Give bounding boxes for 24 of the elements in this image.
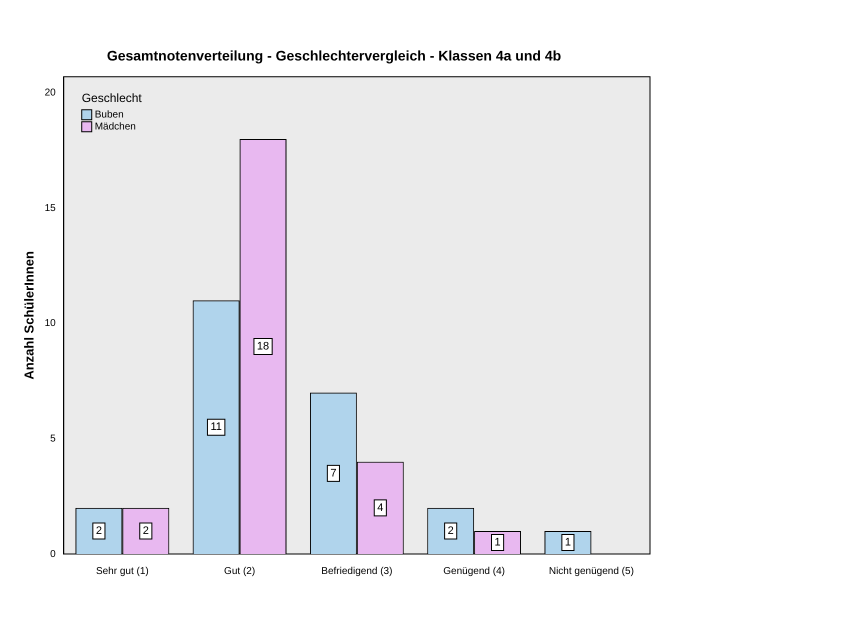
legend-label: Mädchen (94, 122, 136, 133)
x-tick-label: Sehr gut (1) (96, 566, 149, 577)
y-tick-label: 5 (50, 433, 56, 444)
data-label: 7 (330, 467, 336, 480)
x-tick-label: Genügend (4) (443, 566, 505, 577)
data-label: 2 (96, 524, 102, 537)
data-label: 1 (494, 536, 501, 549)
x-tick-label: Befriedigend (3) (321, 566, 392, 577)
data-label: 18 (256, 340, 270, 353)
data-label: 2 (448, 524, 454, 537)
y-axis-title: Anzahl SchülerInnen (21, 251, 36, 380)
data-label: 11 (210, 421, 222, 434)
y-tick-label: 15 (44, 202, 56, 214)
x-tick-label: Gut (2) (224, 566, 256, 577)
y-tick-label: 0 (50, 548, 56, 560)
legend-label: Buben (94, 110, 124, 121)
data-label: 4 (377, 502, 384, 514)
data-label: 2 (142, 524, 149, 537)
chart-title: Gesamtnotenverteilung - Geschlechtervergleich - Klassen 4a und 4b (106, 47, 562, 64)
x-tick-label: Nicht genügend (5) (548, 566, 634, 577)
y-tick-label: 20 (44, 88, 56, 99)
data-label: 1 (564, 536, 571, 549)
legend-title: Geschlecht (82, 91, 142, 106)
y-tick-label: 10 (44, 318, 56, 330)
